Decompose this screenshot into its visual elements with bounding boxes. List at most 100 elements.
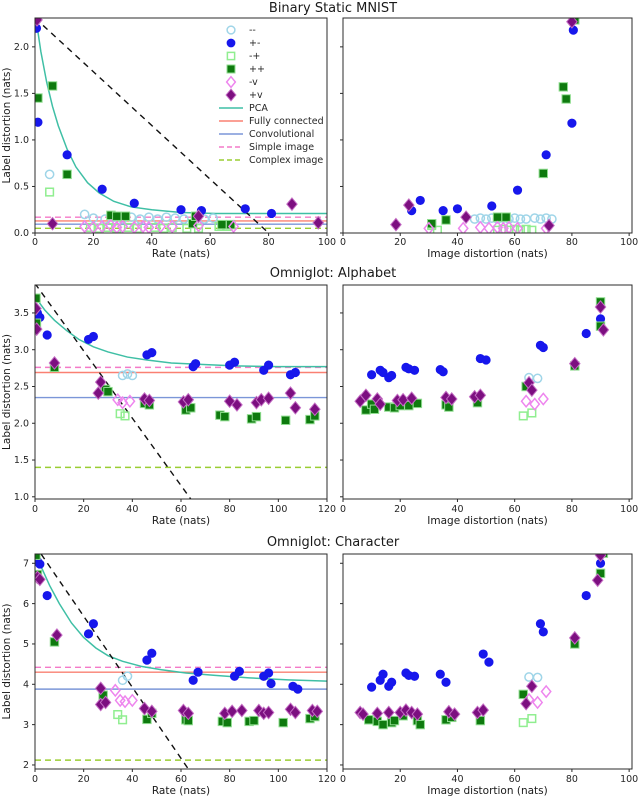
series--- (117, 671, 133, 686)
marker-++ (62, 169, 72, 180)
panel-0-1: 0 20 40 60 80 100 Image distortion (nats) (340, 17, 638, 260)
marker-+- (142, 655, 152, 665)
marker--v (423, 221, 435, 233)
series-+- (35, 308, 300, 380)
marker--- (44, 169, 55, 180)
marker--+ (432, 225, 442, 233)
plot-frame (342, 284, 633, 500)
marker--- (127, 370, 138, 381)
marker-++ (415, 719, 425, 730)
x-tick-label: 60 (175, 774, 187, 785)
series-+v (35, 301, 321, 417)
marker--v (96, 219, 108, 233)
marker-+v (48, 355, 61, 370)
marker-++ (538, 168, 548, 179)
x-tick-label: 20 (394, 504, 406, 515)
x-tick-label: 40 (146, 237, 158, 248)
marker-+v (371, 706, 384, 721)
legend-entry: Simple image (219, 142, 314, 153)
series--v (112, 392, 136, 410)
panel-2-1: 0 20 40 60 80 100 Image distortion (nats) (340, 553, 638, 796)
marker-+v (35, 301, 42, 316)
marker-+- (538, 342, 548, 353)
legend-label: Simple image (249, 142, 314, 153)
x-tick-label: 20 (78, 774, 90, 785)
y-tick-label: 2.0 (14, 42, 29, 53)
marker-++ (561, 94, 571, 104)
marker-++ (35, 93, 43, 103)
marker-++ (47, 81, 58, 91)
legend: -- +- -+ ++ -v +v PCA Fully connected Convolutio… (219, 25, 324, 166)
marker--v (124, 394, 136, 408)
marker-+v (568, 630, 581, 645)
marker-++ (518, 689, 528, 700)
marker--v (497, 221, 509, 233)
marker-++ (142, 714, 152, 725)
marker-+- (535, 619, 546, 629)
marker-+v (308, 402, 321, 417)
marker-+v (192, 209, 205, 224)
x-tick-label: 100 (269, 504, 287, 515)
marker-+v (543, 218, 555, 233)
legend-label: +- (249, 38, 260, 49)
marker--v (540, 684, 552, 699)
marker--- (481, 214, 491, 224)
x-tick-label: 60 (509, 504, 521, 515)
x-tick-label: 100 (620, 504, 638, 515)
marker--v (474, 220, 486, 233)
series-+v (35, 570, 324, 721)
legend-entry: PCA (219, 103, 268, 114)
marker--v (511, 221, 524, 233)
marker-+- (441, 677, 451, 687)
marker-+v (568, 356, 581, 371)
x-tick-label: 0 (32, 774, 38, 785)
series--- (117, 369, 138, 381)
marker--v (154, 219, 167, 233)
marker-+- (290, 367, 300, 378)
y-tick-label: 1.0 (14, 135, 29, 146)
marker--v (227, 219, 240, 233)
marker-+- (83, 629, 94, 639)
marker--+ (118, 715, 128, 725)
x-axis-label: Rate (nats) (152, 248, 210, 260)
marker-+- (42, 590, 52, 601)
y-tick-label: 3.0 (14, 345, 29, 356)
legend-label: PCA (249, 103, 268, 114)
y-tick-label: 1.5 (14, 455, 29, 466)
marker-+v (145, 704, 158, 719)
x-tick-label: 0 (32, 237, 38, 248)
marker--- (117, 370, 128, 381)
marker-+- (484, 657, 494, 667)
legend-entry: -+ (226, 51, 260, 62)
series-+- (407, 25, 578, 216)
y-tick-label: 4 (23, 679, 29, 690)
marker-+- (88, 331, 99, 342)
x-tick-label: 0 (340, 504, 346, 515)
x-tick-label: 40 (126, 504, 138, 515)
marker--v (112, 392, 124, 407)
marker--- (469, 214, 480, 224)
legend-entry: +- (226, 38, 260, 49)
y-tick-label: 5 (23, 639, 29, 650)
marker--v (79, 219, 91, 233)
x-tick-label: 40 (451, 237, 463, 248)
x-tick-label: 100 (620, 774, 638, 785)
marker-++ (389, 715, 400, 726)
marker-++ (278, 717, 288, 728)
marker-+v (231, 397, 243, 412)
marker-++ (35, 554, 41, 560)
panel-2-0: 0 20 40 60 80 100 120 2 3 4 5 6 7 Rate (nats) Label di… (1, 553, 336, 796)
x-tick-label: 0 (340, 774, 346, 785)
bound-line (35, 285, 192, 499)
marker-+- (234, 666, 244, 676)
marker-+v (411, 707, 424, 722)
plot-data (390, 18, 580, 233)
pca-curve (35, 554, 327, 682)
marker-+- (415, 195, 425, 206)
legend-label: +v (249, 90, 263, 101)
marker-+v (235, 703, 248, 718)
marker-+- (193, 667, 203, 677)
plot-frame (34, 17, 328, 234)
marker--+ (527, 408, 537, 418)
marker-+- (264, 668, 274, 678)
